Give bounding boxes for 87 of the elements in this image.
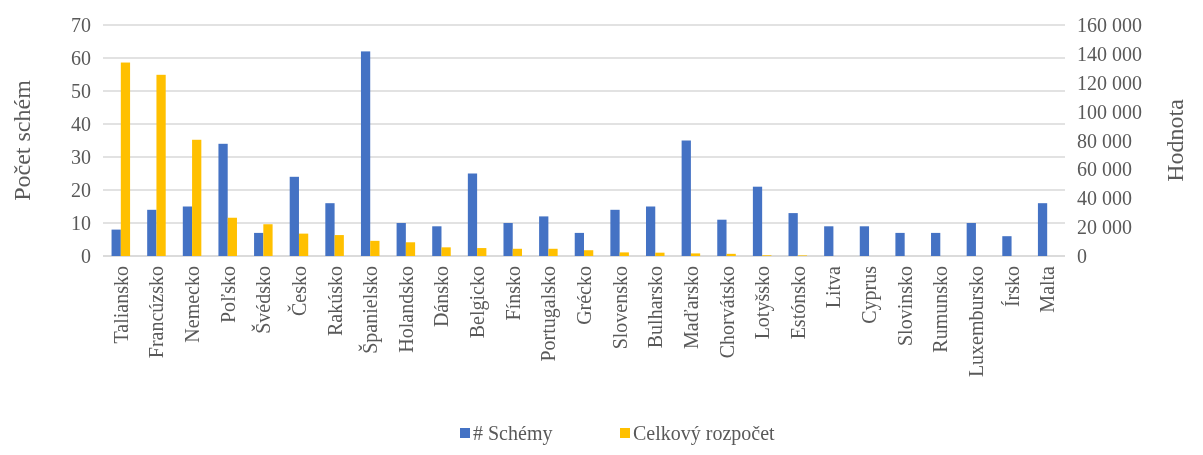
- x-tick-label: Španielsko: [358, 266, 383, 354]
- x-tick-label: Belgicko: [466, 266, 490, 339]
- legend-label: # Schémy: [473, 422, 553, 445]
- y2-tick-label: 80 000: [1077, 129, 1132, 152]
- x-tick-label: Slovinsko: [893, 266, 916, 347]
- y-tick-label: 60: [71, 47, 91, 69]
- bar: [690, 253, 701, 256]
- x-tick-label: Holandsko: [394, 266, 417, 353]
- bar: [859, 226, 870, 256]
- y2-tick-label: 20 000: [1077, 216, 1132, 239]
- x-tick-label: Portugalsko: [537, 266, 561, 362]
- bar: [655, 252, 665, 256]
- bar: [931, 232, 941, 256]
- y2-tick-label: 100 000: [1077, 100, 1142, 123]
- y-tick-label: 40: [71, 113, 91, 135]
- y2-tick-label: 140 000: [1077, 42, 1142, 65]
- bar: [610, 209, 620, 256]
- y-tick-label: 20: [71, 179, 91, 201]
- y-tick-label: 30: [71, 146, 91, 168]
- bar: [111, 229, 121, 256]
- y-axis-title: Počet schém: [9, 79, 35, 201]
- bar: [147, 209, 157, 256]
- bar: [895, 232, 905, 256]
- legend-label: Celkový rozpočet: [633, 422, 776, 445]
- x-tick-label: Chorvátsko: [715, 266, 738, 359]
- x-tick-label: Švédsko: [251, 266, 275, 334]
- y-tick-label: 50: [71, 80, 91, 102]
- y-tick-label: 70: [71, 14, 91, 36]
- x-tick-label: Írsko: [1000, 266, 1023, 308]
- y2-tick-label: 160 000: [1077, 14, 1142, 36]
- x-tick-label: Poľsko: [216, 266, 239, 324]
- x-tick-label: Rakúsko: [323, 266, 346, 336]
- x-tick-label: Taliansko: [109, 266, 132, 344]
- bar: [325, 203, 335, 256]
- bar: [1002, 236, 1012, 256]
- bar: [298, 233, 309, 256]
- bar: [360, 51, 371, 256]
- x-tick-label: Slovensko: [608, 266, 631, 350]
- bar: [539, 216, 549, 256]
- bar: [432, 226, 442, 256]
- bar: [289, 176, 299, 256]
- x-tick-label: Litva: [822, 265, 845, 309]
- x-tick-label: Nemecko: [181, 266, 204, 343]
- x-tick-label: Česko: [286, 266, 310, 316]
- bar: [396, 223, 406, 256]
- bar: [370, 240, 380, 256]
- bar: [503, 223, 513, 256]
- bar: [584, 250, 594, 256]
- bar: [788, 213, 798, 256]
- bar: [681, 140, 691, 256]
- bar: [1037, 203, 1048, 256]
- bar: [192, 139, 202, 256]
- x-tick-label: Rumunsko: [929, 266, 952, 353]
- x-tick-label: Luxembursko: [964, 266, 987, 378]
- bar: [441, 247, 451, 256]
- x-tick-label: Francúzsko: [145, 266, 168, 359]
- bar: [512, 248, 522, 256]
- y-tick-label: 0: [81, 245, 91, 267]
- bar: [646, 206, 656, 256]
- bar: [619, 252, 629, 256]
- y2-tick-label: 40 000: [1077, 187, 1132, 210]
- x-tick-label: Cyprus: [858, 265, 882, 324]
- bar: [156, 74, 166, 256]
- x-tick-label: Estónsko: [786, 266, 809, 340]
- bar: [717, 219, 727, 256]
- bar: [574, 232, 584, 256]
- bar: [477, 248, 487, 256]
- bar: [467, 173, 478, 256]
- x-tick-label: Grécko: [573, 266, 595, 325]
- x-tick-label: Dánsko: [430, 266, 453, 328]
- bar: [824, 226, 834, 256]
- x-tick-label: Maďarsko: [679, 266, 702, 349]
- x-tick-label: Lotyšsko: [751, 266, 775, 340]
- y2-tick-label: 60 000: [1077, 158, 1132, 181]
- y2-tick-label: 120 000: [1077, 71, 1142, 94]
- y2-axis-title: Hodnota: [1162, 98, 1188, 182]
- x-tick-label: Bulharsko: [644, 266, 667, 349]
- x-tick-label: Fínsko: [501, 266, 524, 321]
- bar: [120, 62, 131, 256]
- bar: [752, 186, 763, 256]
- x-tick-label: Malta: [1036, 265, 1059, 313]
- y2-tick-label: 0: [1077, 245, 1087, 267]
- bar: [548, 248, 558, 256]
- bar: [966, 223, 976, 256]
- bar: [218, 143, 228, 256]
- y-tick-label: 10: [71, 212, 91, 234]
- bar: [726, 253, 736, 256]
